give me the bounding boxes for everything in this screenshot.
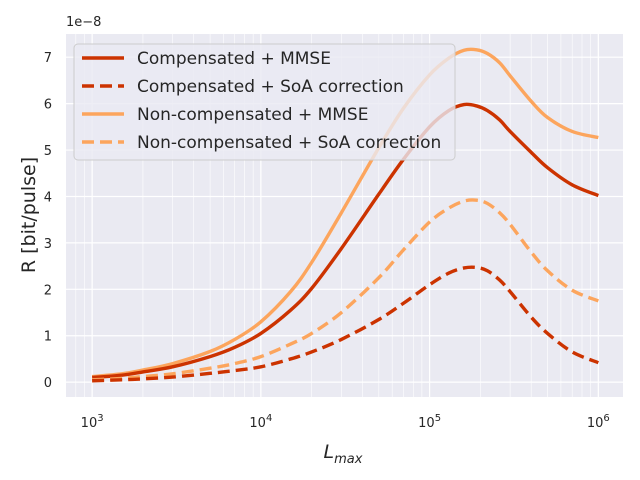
legend-frame bbox=[73, 43, 456, 161]
series-line-3 bbox=[92, 198, 599, 382]
x-tick-label: 106 bbox=[587, 413, 610, 431]
y-axis-label: R [bit/pulse] bbox=[18, 157, 40, 273]
y-tick-label: 2 bbox=[44, 283, 52, 298]
legend-label-0: Compensated + MMSE bbox=[137, 49, 331, 69]
legend-label-1: Compensated + SoA correction bbox=[137, 77, 404, 97]
x-axis-ticks: 103 104 105 106 bbox=[81, 413, 610, 431]
y-axis-ticks: 0 1 2 3 4 5 6 7 bbox=[44, 51, 52, 391]
y-multiplier-label: 1e−8 bbox=[66, 15, 101, 30]
x-tick-label: 105 bbox=[418, 413, 441, 431]
series-line-1 bbox=[92, 265, 599, 383]
y-tick-label: 1 bbox=[44, 330, 52, 345]
legend: Compensated + MMSE Compensated + SoA corr… bbox=[73, 43, 456, 161]
legend-label-3: Non-compensated + SoA correction bbox=[137, 133, 441, 153]
x-axis-label-base: L bbox=[324, 441, 335, 463]
y-tick-label: 5 bbox=[44, 144, 52, 159]
y-tick-label: 6 bbox=[44, 98, 52, 113]
y-tick-label: 7 bbox=[44, 51, 52, 66]
y-tick-label: 4 bbox=[44, 190, 52, 205]
y-tick-label: 0 bbox=[44, 376, 52, 391]
x-tick-label: 103 bbox=[81, 413, 104, 431]
legend-label-2: Non-compensated + MMSE bbox=[137, 105, 368, 125]
x-axis-label-subscript: max bbox=[334, 452, 363, 467]
y-tick-label: 3 bbox=[44, 237, 52, 252]
x-tick-label: 104 bbox=[249, 413, 272, 431]
x-axis-label: Lmax bbox=[324, 441, 363, 467]
series-layer bbox=[91, 47, 599, 383]
